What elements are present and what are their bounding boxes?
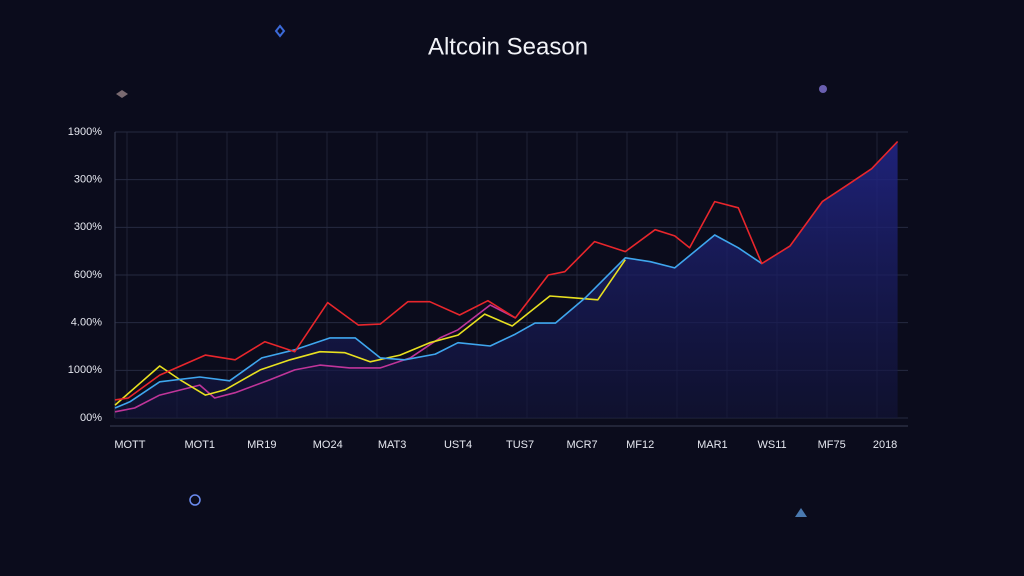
line (114, 259, 626, 406)
icon (189, 494, 201, 506)
line (114, 234, 763, 409)
y-tick-label: 300% (74, 221, 102, 233)
y-tick-label: 4.00% (71, 317, 102, 329)
icon (819, 85, 827, 93)
x-tick-label: 2018 (873, 439, 897, 451)
y-tick-label: 00% (80, 412, 102, 424)
x-tick-label: MAR1 (697, 439, 728, 451)
y-tick-label: 1000% (68, 364, 102, 376)
x-tick-label: MCR7 (566, 439, 597, 451)
x-tick-label: MOT1 (184, 439, 215, 451)
y-tick-label: 600% (74, 269, 102, 281)
icon (795, 508, 807, 517)
icon (274, 24, 286, 38)
icon (116, 90, 128, 98)
line (114, 304, 516, 413)
x-tick-label: MR19 (247, 439, 276, 451)
line (114, 140, 899, 401)
x-tick-label: WS11 (757, 439, 786, 451)
y-tick-label: 300% (74, 174, 102, 186)
x-tick-label: MOTT (114, 439, 145, 451)
x-tick-label: MO24 (313, 439, 343, 451)
decor (116, 24, 827, 517)
x-tick-label: MF75 (818, 439, 846, 451)
chart-title: Altcoin Season (428, 33, 588, 60)
x-tick-label: MF12 (626, 439, 654, 451)
y-tick-label: 1900% (68, 126, 102, 138)
x-tick-label: UST4 (444, 439, 472, 451)
x-tick-label: MAT3 (378, 439, 407, 451)
area (115, 141, 898, 418)
x-tick-label: TUS7 (506, 439, 534, 451)
